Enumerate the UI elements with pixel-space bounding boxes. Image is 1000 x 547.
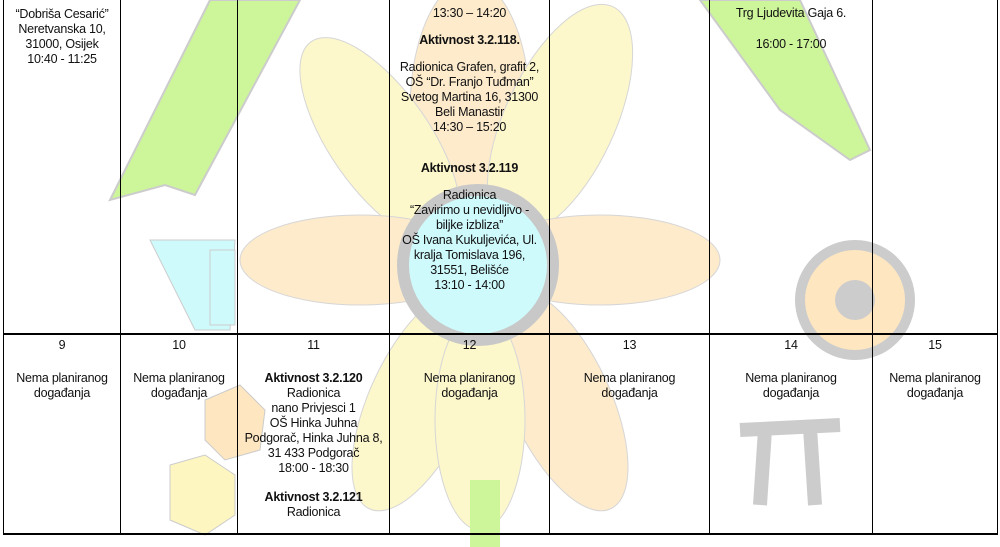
day-number: 12 xyxy=(462,338,477,352)
day-number: 10 xyxy=(172,338,186,352)
text-line: 31 433 Podgorač xyxy=(267,446,360,460)
text-line: Podgorač, Hinka Juhna 8, xyxy=(244,431,383,445)
cell-day-15: 15 Nema planiranog događanja xyxy=(872,335,998,534)
no-event: Nema planiranog xyxy=(423,371,516,385)
no-event: Nema planiranog xyxy=(16,371,108,385)
text-line: biljke izbliza” xyxy=(435,218,504,232)
table-bottom xyxy=(3,533,998,535)
text-line: Radionica xyxy=(286,505,341,519)
no-event: događanja xyxy=(762,386,820,400)
no-event: Nema planiranog xyxy=(745,371,837,385)
cell-week1-fri xyxy=(549,0,709,334)
text-line: Trg Ljudevita Gaja 6. xyxy=(735,6,847,20)
text-line: nano Privjesci 1 xyxy=(271,401,356,415)
time: 18:00 - 18:30 xyxy=(278,461,349,475)
row-divider xyxy=(3,333,998,335)
cell-week1-tue xyxy=(120,0,237,334)
text-line: OŠ “Dr. Franjo Tuđman” xyxy=(405,75,534,89)
text-line: Radionica xyxy=(442,188,497,202)
no-event: događanja xyxy=(150,386,208,400)
no-event: Nema planiranog xyxy=(889,371,981,385)
activity-title: Aktivnost 3.2.121 xyxy=(264,490,363,504)
text-line: 31000, Osijek xyxy=(25,37,99,51)
cell-week1-thu: 13:30 – 14:20 Aktivnost 3.2.118. Radioni… xyxy=(389,0,549,334)
day-number: 9 xyxy=(58,338,66,352)
text-line: Svetog Martina 16, 31300 xyxy=(400,90,539,104)
cell-week1-sun xyxy=(872,0,998,334)
no-event: događanja xyxy=(906,386,964,400)
activity-title: Aktivnost 3.2.118. xyxy=(419,33,520,47)
day-number: 11 xyxy=(307,338,320,352)
cell-day-9: 9 Nema planiranog događanja xyxy=(3,335,120,534)
text-line: Neretvanska 10, xyxy=(18,22,106,36)
day-number: 13 xyxy=(622,338,637,352)
text-line: Radionica Grafen, grafit 2, xyxy=(399,60,540,74)
cell-week1-wed xyxy=(237,0,389,334)
text-line: Beli Manastir xyxy=(435,105,504,119)
time: 13:10 - 14:00 xyxy=(434,278,505,292)
cell-week1-mon: “Dobriša Cesarić” Neretvanska 10, 31000,… xyxy=(3,0,120,334)
text-line: Radionica xyxy=(286,386,341,400)
cell-day-10: 10 Nema planiranog događanja xyxy=(120,335,237,534)
no-event: događanja xyxy=(601,386,658,400)
time: 13:30 – 14:20 xyxy=(432,6,507,20)
day-number: 14 xyxy=(784,338,798,352)
text-line: “Zavirimo u nevidljivo - xyxy=(409,203,530,217)
text-line: 31551, Belišće xyxy=(430,263,509,277)
text-line: OŠ Ivana Kukuljevića, Ul. xyxy=(402,233,537,247)
text-line: kralja Tomislava 196, xyxy=(413,248,526,262)
no-event: Nema planiranog xyxy=(583,371,676,385)
time: 16:00 - 17:00 xyxy=(755,37,827,51)
activity-title: Aktivnost 3.2.120 xyxy=(264,371,363,385)
no-event: događanja xyxy=(33,386,91,400)
text-line: “Dobriša Cesarić” xyxy=(15,7,109,21)
text-line: OŠ Hinka Juhna xyxy=(269,416,358,430)
cell-day-11: 11 Aktivnost 3.2.120 Radionica nano Priv… xyxy=(237,335,389,534)
cell-day-13: 13 Nema planiranog događanja xyxy=(549,335,709,534)
text-line: 10:40 - 11:25 xyxy=(27,52,97,66)
activity-title: Aktivnost 3.2.119 xyxy=(420,161,519,175)
time: 14:30 – 15:20 xyxy=(432,120,507,134)
cell-week1-sat: Trg Ljudevita Gaja 6. 16:00 - 17:00 xyxy=(709,0,872,334)
cell-day-12: 12 Nema planiranog događanja xyxy=(389,335,549,534)
cell-day-14: 14 Nema planiranog događanja xyxy=(709,335,872,534)
no-event: Nema planiranog xyxy=(133,371,225,385)
no-event: događanja xyxy=(441,386,498,400)
day-number: 15 xyxy=(928,338,942,352)
